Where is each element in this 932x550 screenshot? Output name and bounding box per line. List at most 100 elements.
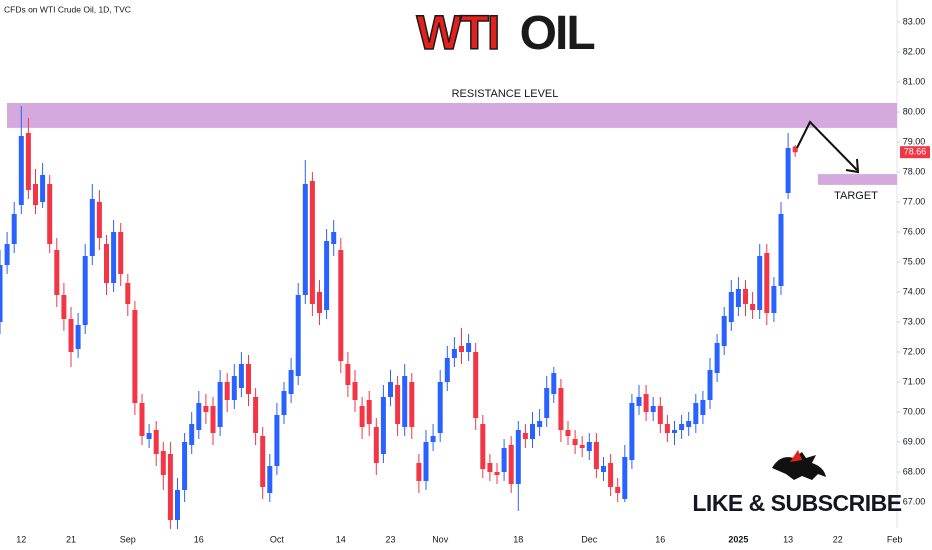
subscribe-banner: LIKE & SUBSCRIBE [692, 450, 902, 516]
candle-body [757, 255, 763, 310]
candle-body [615, 486, 621, 493]
x-tick-label: Sep [120, 534, 136, 544]
candle-body [125, 282, 131, 304]
y-tick-label: 81.00 [903, 76, 926, 86]
candle-body [146, 432, 152, 439]
candle-body [302, 183, 308, 295]
y-tick-label: 72.00 [903, 346, 926, 356]
candle-body [295, 294, 301, 376]
y-tick-label: 79.00 [903, 136, 926, 146]
x-tick-label: 16 [194, 534, 204, 544]
candle-body [707, 369, 713, 400]
target-label: TARGET [834, 190, 878, 202]
candle-body [686, 420, 692, 427]
candle-body [25, 132, 31, 190]
x-tick-label: 14 [336, 534, 346, 544]
candle-body [473, 351, 479, 418]
candle-body [451, 348, 457, 358]
candle-body [132, 309, 138, 403]
candle-body [515, 429, 521, 484]
x-tick-label: 16 [655, 534, 665, 544]
y-tick-label: 83.00 [903, 16, 926, 26]
candle-body [210, 405, 216, 433]
candle-body [700, 399, 706, 415]
last-price-label: 78.66 [904, 147, 927, 157]
candle-body [714, 342, 720, 373]
y-tick-label: 74.00 [903, 286, 926, 296]
x-tick-label: 13 [783, 534, 793, 544]
candle-body [494, 471, 500, 475]
resistance-zone [7, 102, 897, 128]
candle-body [217, 381, 223, 427]
candle-body [68, 318, 74, 352]
y-tick-label: 67.00 [903, 496, 926, 506]
candle-body [579, 444, 585, 448]
candle-body [61, 294, 67, 319]
y-tick-label: 73.00 [903, 316, 926, 326]
candle-body [785, 147, 791, 193]
candle-body [721, 315, 727, 346]
candle-body [544, 387, 550, 418]
candle-body [352, 381, 358, 400]
candle-body [309, 180, 315, 304]
resistance-label: RESISTANCE LEVEL [452, 88, 559, 100]
candle-body [246, 363, 251, 394]
candle-body [238, 363, 244, 388]
candle-body [153, 429, 159, 454]
x-tick-label: Feb [887, 534, 903, 544]
candle-body [345, 363, 351, 385]
y-tick-label: 76.00 [903, 226, 926, 236]
candle-body [18, 135, 24, 205]
candle-body [735, 288, 741, 307]
candle-body [82, 255, 88, 325]
candle-body [466, 342, 472, 352]
y-tick-label: 80.00 [903, 106, 926, 116]
candle-body [288, 369, 294, 394]
candle-body [267, 465, 273, 493]
candle-body [175, 489, 180, 520]
candle-body [54, 249, 60, 295]
axes: 67.00 68.00 69.00 70.00 71.00 72.00 73.00 74.00… [16, 16, 930, 544]
candle-body [650, 405, 656, 412]
candle-body [672, 429, 677, 433]
candle-body [636, 396, 642, 406]
candle-body [224, 381, 230, 400]
candle-body [47, 183, 53, 244]
candle-body [480, 423, 486, 469]
title-word: OIL [520, 7, 595, 60]
y-tick-label: 70.00 [903, 406, 926, 416]
target-zone [818, 174, 897, 185]
title-word: WTI [416, 7, 498, 60]
x-tick-label: Oct [270, 534, 285, 544]
candle-body [253, 396, 259, 433]
y-tick-label: 69.00 [903, 436, 926, 446]
candle-body [11, 213, 17, 244]
candle-body [118, 231, 124, 274]
y-tick-label: 68.00 [903, 466, 926, 476]
arrow-path [796, 120, 858, 171]
candle-body [380, 396, 386, 454]
candle-body [693, 402, 699, 424]
candle-body [260, 435, 266, 487]
candle-body [402, 375, 408, 427]
candle-body [771, 285, 777, 313]
candle-body [0, 264, 3, 322]
candle-body [96, 201, 102, 238]
candle-body [395, 384, 401, 424]
candle-body [608, 462, 614, 487]
zones: RESISTANCE LEVEL TARGET [7, 88, 897, 202]
candle-body [160, 450, 166, 475]
icon-accent [790, 450, 802, 462]
candle-body [89, 198, 95, 256]
candle-body [437, 381, 443, 433]
candle-body [728, 291, 734, 322]
candle-body [643, 393, 649, 412]
candle-body [111, 231, 117, 283]
candle-body [409, 381, 415, 427]
y-tick-label: 71.00 [903, 376, 926, 386]
candle-body [679, 423, 685, 430]
y-tick-label: 82.00 [903, 46, 926, 56]
candle-body [182, 441, 188, 490]
candle-body [558, 387, 564, 430]
